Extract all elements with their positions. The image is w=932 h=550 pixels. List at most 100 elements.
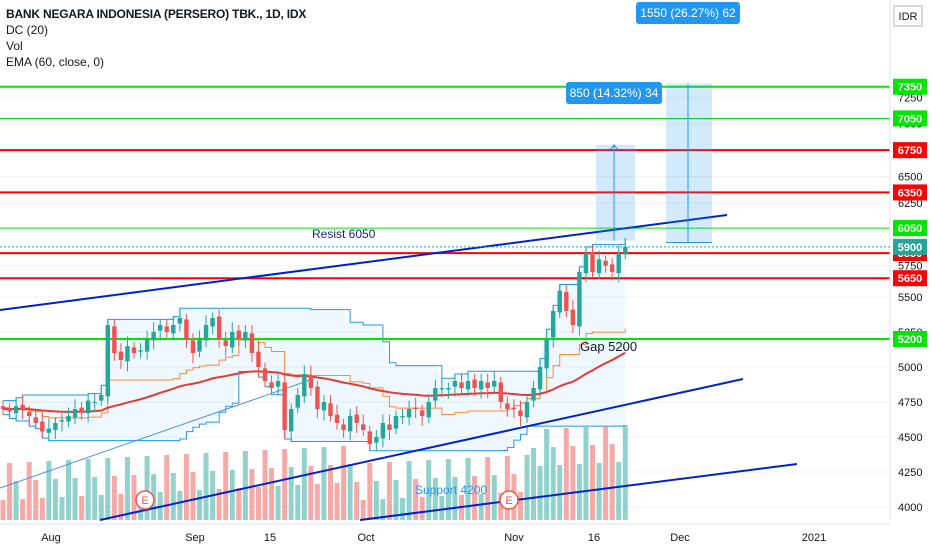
earnings-icon[interactable] [499, 490, 519, 510]
candle-body[interactable] [53, 423, 58, 430]
candle-body[interactable] [33, 417, 38, 423]
candle-body[interactable] [144, 339, 150, 352]
candle-body[interactable] [27, 411, 32, 416]
candle-body[interactable] [256, 351, 261, 367]
candle-body[interactable] [184, 319, 189, 339]
candle-body[interactable] [380, 423, 386, 439]
candle-body[interactable] [203, 325, 209, 341]
resistance-trendline[interactable] [0, 214, 728, 311]
candle-body[interactable] [413, 407, 418, 409]
candle-body[interactable] [190, 340, 196, 353]
candle-body[interactable] [478, 381, 484, 390]
candle-body[interactable] [492, 381, 497, 387]
projection-box-2[interactable] [666, 83, 712, 243]
candle-body[interactable] [505, 403, 510, 409]
projection-box-1[interactable] [596, 144, 635, 241]
candle-body[interactable] [177, 318, 183, 324]
candle-body[interactable] [623, 246, 628, 255]
candle-body[interactable] [374, 437, 379, 443]
candle-body[interactable] [518, 410, 523, 416]
candle-body[interactable] [46, 428, 52, 433]
candle-body[interactable] [531, 388, 536, 401]
candle-body[interactable] [341, 424, 346, 430]
candle-body[interactable] [524, 402, 530, 418]
candle-body[interactable] [164, 326, 169, 332]
candle-body[interactable] [426, 402, 431, 418]
candle-body[interactable] [302, 374, 307, 397]
candle-body[interactable] [603, 260, 608, 266]
candle-body[interactable] [446, 388, 451, 390]
candle-body[interactable] [269, 382, 274, 388]
indicator-dc-label[interactable]: DC (20) [6, 23, 49, 37]
candle-body[interactable] [40, 421, 45, 432]
lower-support-trendline[interactable] [359, 463, 798, 521]
target-label-1[interactable]: 850 (14.32%) 34 [570, 86, 659, 100]
candle-body[interactable] [216, 316, 222, 339]
candle-body[interactable] [131, 347, 137, 353]
candle-body[interactable] [315, 386, 320, 409]
candle-body[interactable] [347, 416, 353, 432]
price-projections[interactable]: 850 (14.32%) 34 1550 (26.27%) 62 [566, 2, 740, 243]
candle-body[interactable] [66, 416, 71, 422]
current-price-tag[interactable]: 5900 [898, 242, 922, 254]
candle-body[interactable] [99, 395, 104, 401]
candle-body[interactable] [7, 410, 12, 412]
candle-body[interactable] [0, 406, 6, 409]
candle-body[interactable] [236, 330, 241, 339]
level-tag-7350[interactable]: 7350 [898, 82, 922, 94]
candle-body[interactable] [334, 414, 340, 423]
candle-body[interactable] [210, 318, 215, 327]
candle-body[interactable] [72, 409, 78, 418]
currency-badge[interactable] [893, 5, 923, 27]
candle-body[interactable] [564, 291, 569, 311]
candle-body[interactable] [406, 409, 412, 418]
candle-body[interactable] [354, 414, 359, 423]
level-tag-6050[interactable]: 6050 [898, 223, 922, 235]
candle-body[interactable] [485, 382, 490, 388]
candle-body[interactable] [223, 340, 228, 346]
candle-body[interactable] [361, 424, 366, 430]
candle-body[interactable] [511, 407, 517, 409]
candle-body[interactable] [79, 407, 84, 412]
candle-body[interactable] [583, 253, 589, 274]
candle-body[interactable] [85, 400, 91, 414]
candle-body[interactable] [328, 403, 333, 416]
candle-body[interactable] [243, 332, 248, 341]
candle-body[interactable] [590, 251, 595, 272]
candle-body[interactable] [367, 431, 372, 444]
candle-body[interactable] [433, 388, 438, 401]
candle-body[interactable] [262, 368, 268, 381]
candle-body[interactable] [125, 346, 130, 362]
candle-body[interactable] [498, 382, 503, 402]
candle-body[interactable] [20, 404, 25, 411]
candle-body[interactable] [249, 333, 255, 353]
candle-body[interactable] [551, 311, 556, 338]
candle-body[interactable] [387, 424, 392, 430]
candle-body[interactable] [557, 290, 562, 313]
candle-body[interactable] [577, 271, 582, 327]
candle-body[interactable] [308, 375, 314, 388]
candle-body[interactable] [393, 416, 399, 429]
candle-body[interactable] [472, 379, 477, 388]
level-tag-5650[interactable]: 5650 [898, 273, 922, 285]
candle-body[interactable] [138, 350, 143, 352]
candle-body[interactable] [459, 382, 464, 388]
candle-body[interactable] [465, 381, 471, 390]
candle-body[interactable] [616, 253, 621, 274]
candle-body[interactable] [570, 309, 576, 325]
support-trendline[interactable] [99, 378, 744, 521]
candle-body[interactable] [537, 367, 543, 390]
target-label-2[interactable]: 1550 (26.27%) 62 [640, 6, 736, 20]
candle-body[interactable] [105, 325, 110, 397]
candle-body[interactable] [59, 420, 65, 422]
time-axis[interactable]: Aug Sep 15 Oct Nov 16 Dec 2021 [0, 523, 890, 544]
indicator-vol-label[interactable]: Vol [6, 39, 23, 53]
candle-body[interactable] [289, 409, 294, 432]
candle-body[interactable] [452, 381, 458, 387]
candle-body[interactable] [230, 332, 235, 348]
level-tag-5200[interactable]: 5200 [898, 334, 922, 346]
channel-trendline[interactable] [0, 379, 311, 489]
candle-body[interactable] [321, 402, 327, 411]
